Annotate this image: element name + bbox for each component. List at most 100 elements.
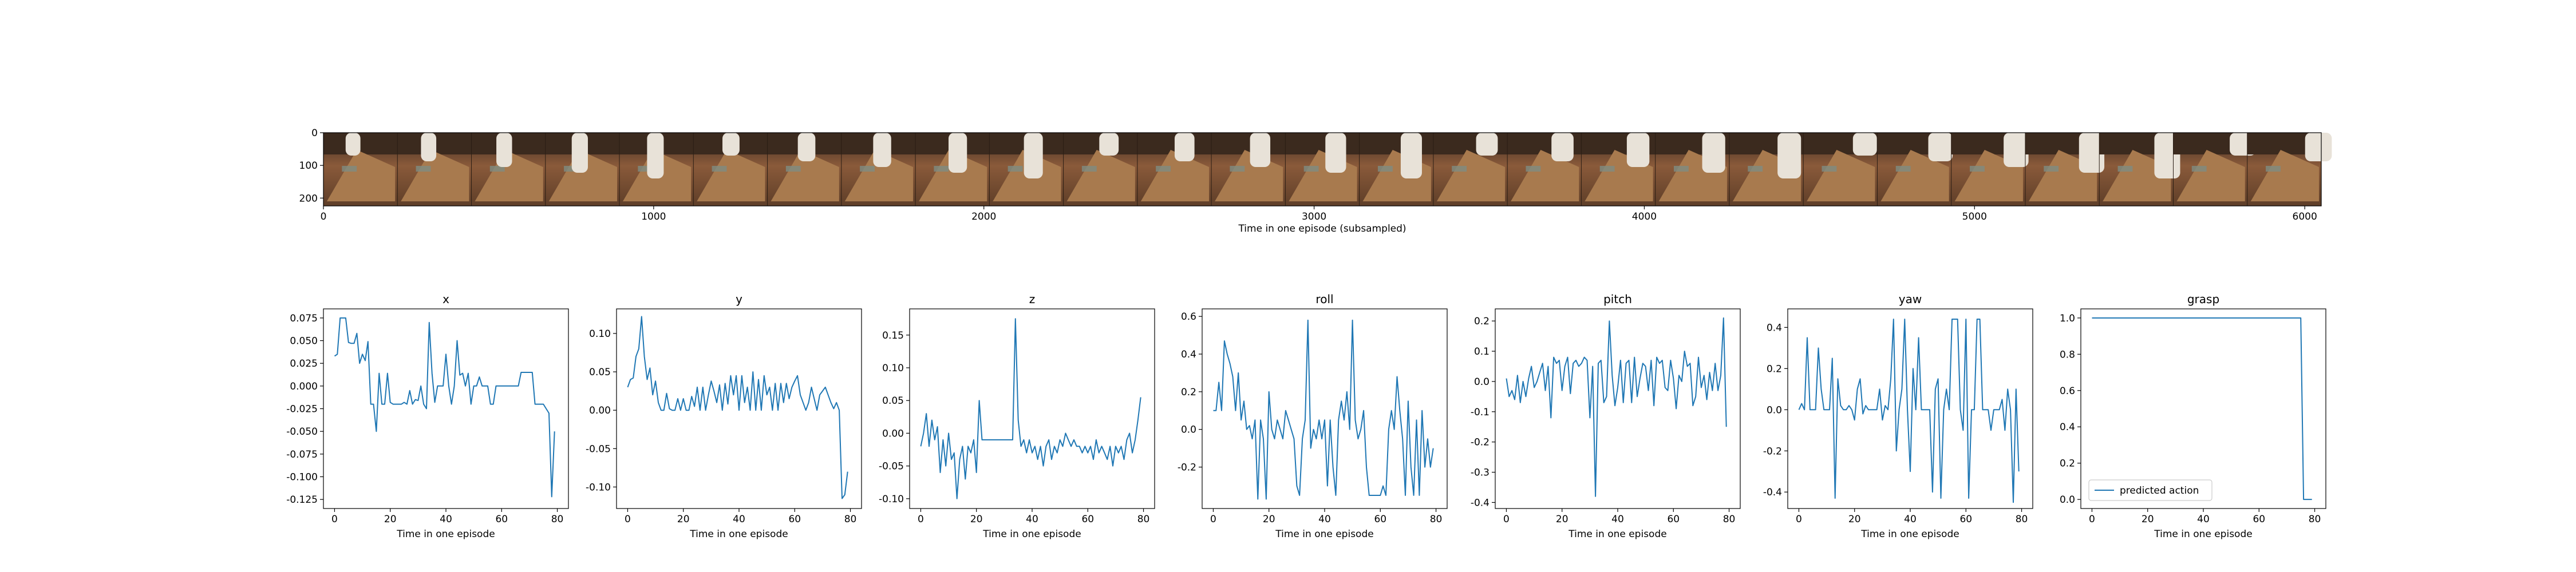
chart-x: x 0 20 40 60 80 -0.125 -0.100 -0.075 -0.050 -0.025… <box>286 292 568 540</box>
x-tick-label: 60 <box>1374 514 1386 525</box>
filmstrip-ytick-label: 100 <box>299 160 318 172</box>
y-tick-label: 0.2 <box>1181 387 1196 398</box>
legend: predicted action <box>2089 480 2212 500</box>
y-tick-label: 0.0 <box>1474 376 1490 388</box>
y-tick-label: -0.050 <box>286 426 318 438</box>
y-tick-label: 0.4 <box>1181 349 1196 360</box>
x-tick-label: 20 <box>1556 514 1568 525</box>
filmstrip-xtick-label: 5000 <box>1962 211 1987 223</box>
x-axis-label: Time in one episode <box>1568 529 1666 540</box>
filmstrip-xtick-label: 3000 <box>1302 211 1326 223</box>
x-tick-label: 0 <box>331 514 338 525</box>
x-tick-label: 0 <box>1503 514 1510 525</box>
filmstrip-xtick-label: 1000 <box>641 211 666 223</box>
x-tick-label: 0 <box>2089 514 2095 525</box>
y-tick-label: 0.4 <box>1767 322 1782 333</box>
x-tick-label: 20 <box>2142 514 2154 525</box>
x-tick-label: 0 <box>625 514 631 525</box>
x-tick-label: 40 <box>440 514 452 525</box>
x-tick-label: 60 <box>788 514 801 525</box>
x-tick-label: 80 <box>551 514 564 525</box>
y-tick-label: 0.050 <box>290 336 318 347</box>
y-tick-label: 1.0 <box>2060 313 2075 324</box>
y-tick-label: 0.10 <box>882 363 904 374</box>
x-tick-label: 20 <box>677 514 690 525</box>
y-tick-label: 0.10 <box>589 328 611 340</box>
y-tick-label: 0.2 <box>2060 458 2075 470</box>
y-tick-label: 0.6 <box>1181 311 1196 323</box>
x-tick-label: 80 <box>2016 514 2028 525</box>
filmstrip-xtick-label: 0 <box>321 211 327 223</box>
y-tick-label: 0.025 <box>290 358 318 370</box>
x-axis-label: Time in one episode <box>2154 529 2252 540</box>
y-tick-label: 0.05 <box>589 367 611 378</box>
y-tick-label: 0.2 <box>1767 363 1782 375</box>
plot-area <box>910 309 1155 509</box>
plot-area <box>1495 309 1740 509</box>
y-tick-label: 0.0 <box>1767 404 1782 416</box>
plot-area <box>1202 309 1447 509</box>
plot-area <box>323 309 568 509</box>
y-tick-label: 0.8 <box>2060 349 2075 360</box>
filmstrip-ytick-label: 0 <box>311 128 318 139</box>
y-tick-label: -0.2 <box>1178 462 1196 474</box>
x-axis-label: Time in one episode <box>1275 529 1373 540</box>
chart-yaw: yaw 0 20 40 60 80 -0.4 -0.2 0.0 0.2 0.4 Time in one… <box>1763 292 2033 540</box>
x-axis-label: Time in one episode <box>1860 529 1959 540</box>
plot-area <box>1788 309 2033 509</box>
filmstrip-ytick-label: 200 <box>299 193 318 204</box>
x-tick-label: 60 <box>1081 514 1094 525</box>
x-tick-label: 80 <box>1430 514 1443 525</box>
x-tick-label: 20 <box>384 514 397 525</box>
chart-title: roll <box>1315 292 1333 306</box>
y-tick-label: 0.00 <box>589 405 611 416</box>
chart-title: pitch <box>1603 292 1632 306</box>
chart-title: yaw <box>1899 292 1922 306</box>
y-tick-label: 0.0 <box>1181 424 1196 436</box>
x-tick-label: 60 <box>495 514 508 525</box>
x-tick-label: 40 <box>1318 514 1331 525</box>
chart-y: y0 20 40 60 80-0.10-0.050.000.050.10Time in … <box>586 292 862 540</box>
x-tick-label: 80 <box>1723 514 1736 525</box>
chart-pitch: pitch 0 20 40 60 80 -0.4 -0.3 -0.2 -0.1 0.0 0.1 0.2 T… <box>1471 292 1740 540</box>
y-tick-label: -0.025 <box>286 404 318 415</box>
y-tick-label: -0.075 <box>286 449 318 460</box>
y-tick-label: -0.05 <box>586 443 611 455</box>
y-tick-label: -0.125 <box>286 494 318 506</box>
chart-title: z <box>1029 292 1036 306</box>
x-axis-label: Time in one episode <box>689 529 788 540</box>
y-tick-label: -0.100 <box>286 471 318 483</box>
x-tick-label: 80 <box>1137 514 1150 525</box>
y-tick-label: 0.0 <box>2060 494 2075 506</box>
x-tick-label: 0 <box>1796 514 1802 525</box>
x-tick-label: 20 <box>1848 514 1861 525</box>
filmstrip-xtick-label: 2000 <box>971 211 996 223</box>
charts-row: x0 20 40 60 80-0.125-0.100-0.075-0.050-0.025… <box>286 292 2326 540</box>
x-tick-label: 40 <box>733 514 745 525</box>
x-tick-label: 40 <box>1904 514 1917 525</box>
x-tick-label: 80 <box>844 514 857 525</box>
y-tick-label: 0.075 <box>290 313 318 324</box>
x-tick-label: 60 <box>2253 514 2265 525</box>
x-tick-label: 20 <box>970 514 983 525</box>
y-tick-label: 0.15 <box>882 330 904 341</box>
x-tick-label: 40 <box>1026 514 1038 525</box>
y-tick-label: -0.2 <box>1763 446 1782 457</box>
y-tick-label: 0.000 <box>290 381 318 392</box>
plot-area <box>2081 309 2326 509</box>
y-tick-label: 0.1 <box>1474 346 1490 357</box>
filmstrip-xtick-label: 4000 <box>1632 211 1657 223</box>
chart-title: grasp <box>2187 292 2219 306</box>
legend-label: predicted action <box>2120 485 2199 496</box>
filmstrip-xtick-label: 6000 <box>2293 211 2317 223</box>
y-tick-label: -0.4 <box>1763 487 1782 498</box>
x-tick-label: 60 <box>1959 514 1972 525</box>
filmstrip-xlabel: Time in one episode (subsampled) <box>1238 223 1406 235</box>
y-tick-label: -0.10 <box>879 494 904 505</box>
x-tick-label: 40 <box>1611 514 1624 525</box>
y-tick-label: 0.4 <box>2060 422 2075 433</box>
x-tick-label: 40 <box>2197 514 2210 525</box>
y-tick-label: -0.3 <box>1471 467 1490 479</box>
y-tick-label: 0.00 <box>882 428 904 439</box>
